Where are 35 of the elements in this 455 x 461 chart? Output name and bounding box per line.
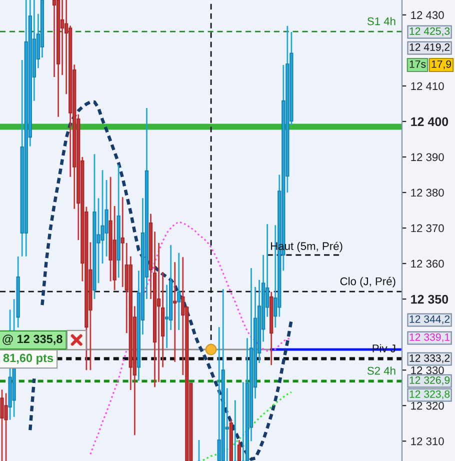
text: 12 326,9 [410, 376, 450, 386]
text: 12 344,2 [410, 315, 450, 324]
text: 17s [410, 60, 426, 68]
candlestick [52, 0, 56, 78]
y-tick-label: 12 360 [411, 260, 444, 268]
ref-line-label: S2 4h [367, 366, 396, 375]
y-tick-label: 12 430 [411, 11, 444, 20]
candlestick [237, 439, 241, 461]
text: 12 323,8 [410, 390, 450, 400]
text: 17,9 [432, 60, 452, 70]
text: 12 419,2 [410, 43, 450, 52]
candlestick [4, 392, 8, 461]
text: 12 333,2 [410, 354, 450, 364]
y-tick-label: 12 390 [411, 153, 444, 162]
y-tick-label: 12 400 [411, 117, 448, 126]
y-tick-label: 12 350 [411, 294, 448, 304]
candlestick [165, 284, 169, 349]
annotation: @ 12 335,8 [2, 334, 62, 345]
text: 12 425,3 [410, 27, 450, 36]
ref-line-label: Clo (J, Pré) [340, 276, 396, 288]
y-tick-label: 12 320 [411, 402, 444, 410]
line-series [202, 391, 292, 461]
candlestick [0, 388, 4, 461]
ref-line-label: S1 4h [367, 17, 396, 26]
y-tick-label: 12 330 [411, 366, 444, 374]
text: 12 339,1 [410, 333, 450, 342]
candlestick [177, 252, 181, 331]
y-tick-label: 12 410 [411, 82, 444, 90]
y-tick-label: 12 310 [411, 437, 444, 446]
y-tick-label: 12 370 [411, 224, 444, 232]
candlestick [173, 261, 177, 363]
annotation: 81,60 pts [3, 354, 54, 365]
y-tick-label: 12 380 [411, 188, 444, 197]
candlestick [217, 326, 221, 461]
candlestick [156, 242, 161, 383]
